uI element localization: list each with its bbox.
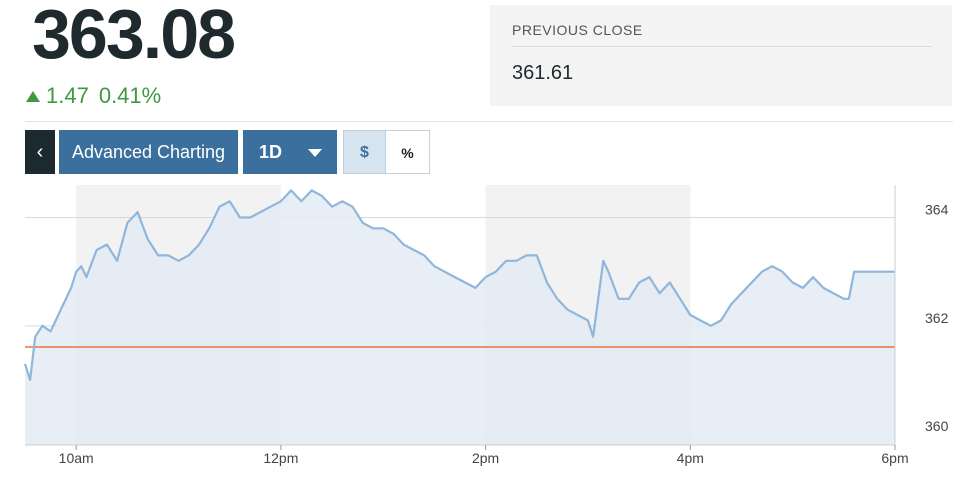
x-tick-label-1: 12pm	[263, 450, 298, 466]
x-tick-label-4: 6pm	[881, 450, 908, 466]
price-line	[23, 189, 895, 382]
header-divider	[25, 121, 953, 122]
range-label: 1D	[259, 142, 283, 162]
previous-close-value: 361.61	[512, 62, 574, 84]
chevron-left-icon[interactable]: ‹	[25, 130, 55, 174]
triangle-up-icon	[26, 90, 40, 102]
last-price: 363.08	[32, 0, 236, 73]
change-value: 1.47	[46, 83, 89, 108]
y-tick-label-362: 362	[925, 310, 949, 326]
previous-close-divider	[512, 46, 932, 47]
y-tick-label-364: 364	[925, 202, 949, 218]
dollar-toggle-button[interactable]: $	[343, 130, 386, 174]
advanced-charting-button[interactable]: Advanced Charting	[59, 130, 238, 174]
range-selector[interactable]: 1D	[243, 130, 337, 174]
y-tick-label-360: 360	[925, 418, 949, 434]
price-area	[25, 190, 895, 445]
percent-toggle-button[interactable]: %	[386, 130, 430, 174]
caret-down-icon	[308, 149, 322, 157]
previous-close-label: PREVIOUS CLOSE	[512, 22, 643, 38]
x-tick-label-0: 10am	[59, 450, 94, 466]
previous-close-panel: PREVIOUS CLOSE 361.61	[490, 5, 952, 106]
x-tick-label-3: 4pm	[677, 450, 704, 466]
price-change: 1.47 0.41%	[26, 83, 161, 109]
change-percent: 0.41%	[98, 83, 162, 108]
x-tick-label-2: 2pm	[472, 450, 499, 466]
